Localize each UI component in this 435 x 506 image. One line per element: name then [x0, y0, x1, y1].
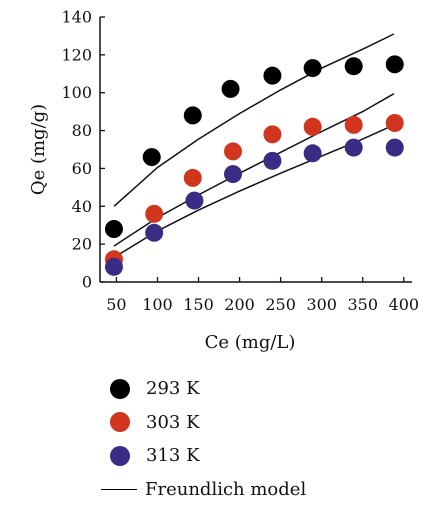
legend-marker-293k [110, 379, 130, 399]
y-tick-label: 40 [72, 197, 92, 216]
x-tick-label: 250 [265, 295, 296, 314]
legend-item-313k: 313 K [100, 439, 306, 473]
legend-line-freundlich [101, 489, 137, 490]
data-point-313k [304, 144, 322, 162]
legend-item-303k: 303 K [100, 406, 306, 440]
legend-marker-313k [110, 446, 130, 466]
data-point-313k [185, 192, 203, 210]
y-tick-label: 20 [72, 235, 92, 254]
y-tick-label: 80 [72, 121, 92, 140]
data-point-313k [105, 258, 123, 276]
data-point-303k [224, 142, 242, 160]
chart: 0 20 40 60 80 100 120 140 50 100 150 200 250 300 350 40… [0, 0, 435, 370]
data-point-293k [386, 55, 404, 73]
y-tick-label: 140 [61, 8, 92, 27]
x-tick-label: 300 [306, 295, 337, 314]
x-tick-label: 50 [106, 295, 126, 314]
data-point-293k [222, 80, 240, 98]
x-tick-label: 150 [183, 295, 214, 314]
legend: 293 K 303 K 313 K Freundlich model [100, 372, 306, 506]
legend-label-293k: 293 K [146, 378, 200, 399]
data-point-293k [304, 59, 322, 77]
data-point-303k [263, 125, 281, 143]
y-axis-title: Qe (mg/g) [28, 104, 49, 195]
data-point-293k [184, 106, 202, 124]
legend-label-303k: 303 K [146, 412, 200, 433]
legend-marker-303k [110, 412, 130, 432]
data-point-293k [105, 220, 123, 238]
y-tick-label: 120 [61, 45, 92, 64]
x-tick-label: 100 [142, 295, 173, 314]
data-point-303k [386, 114, 404, 132]
y-tick-label: 0 [82, 273, 92, 292]
data-point-313k [345, 139, 363, 157]
x-tick-label: 200 [224, 295, 255, 314]
data-point-293k [263, 67, 281, 85]
data-point-313k [263, 152, 281, 170]
legend-label-freundlich: Freundlich model [145, 479, 306, 500]
legend-item-293k: 293 K [100, 372, 306, 406]
y-tick-label: 60 [72, 159, 92, 178]
data-point-293k [345, 57, 363, 75]
data-point-303k [184, 169, 202, 187]
legend-label-313k: 313 K [146, 445, 200, 466]
data-point-313k [386, 139, 404, 157]
data-point-313k [145, 224, 163, 242]
data-point-303k [345, 116, 363, 134]
data-point-313k [224, 165, 242, 183]
y-tick-label: 100 [61, 83, 92, 102]
data-point-293k [143, 148, 161, 166]
x-tick-label: 400 [389, 295, 420, 314]
data-point-303k [304, 118, 322, 136]
legend-item-freundlich: Freundlich model [100, 473, 306, 506]
data-point-303k [145, 205, 163, 223]
x-tick-label: 350 [347, 295, 378, 314]
x-axis-title: Ce (mg/L) [205, 332, 296, 353]
